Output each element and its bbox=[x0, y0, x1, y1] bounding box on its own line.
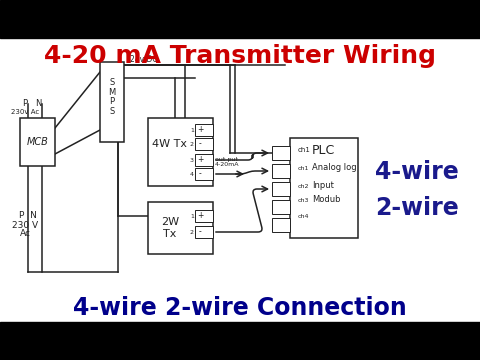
Bar bbox=[195, 210, 213, 222]
Text: P  N: P N bbox=[19, 211, 37, 220]
Text: 4: 4 bbox=[190, 171, 194, 176]
Text: 230 V: 230 V bbox=[12, 220, 38, 230]
Bar bbox=[195, 124, 213, 136]
Text: +: + bbox=[197, 156, 203, 165]
Bar bbox=[195, 138, 213, 150]
Text: S
M
P
S: S M P S bbox=[108, 78, 116, 116]
Text: 4-wire: 4-wire bbox=[375, 160, 459, 184]
Text: 3: 3 bbox=[190, 158, 194, 162]
Text: -: - bbox=[199, 139, 202, 148]
Text: 4-wire 2-wire Connection: 4-wire 2-wire Connection bbox=[73, 296, 407, 320]
Bar bbox=[272, 146, 290, 160]
Text: -: - bbox=[199, 228, 202, 237]
Text: 2-wire: 2-wire bbox=[375, 196, 459, 220]
Bar bbox=[272, 200, 290, 214]
Text: ch1: ch1 bbox=[298, 147, 311, 153]
Bar bbox=[195, 168, 213, 180]
Text: Modub: Modub bbox=[312, 195, 340, 204]
Bar bbox=[290, 138, 358, 238]
Text: 2: 2 bbox=[190, 141, 194, 147]
Bar bbox=[272, 182, 290, 196]
Text: 1: 1 bbox=[190, 213, 194, 219]
Text: PLC: PLC bbox=[312, 144, 335, 157]
Text: 230v Ac: 230v Ac bbox=[11, 109, 39, 115]
Text: N: N bbox=[35, 99, 41, 108]
Text: 1: 1 bbox=[190, 127, 194, 132]
Bar bbox=[195, 226, 213, 238]
Text: -: - bbox=[199, 170, 202, 179]
Bar bbox=[0, 322, 480, 360]
Text: 24v DC: 24v DC bbox=[130, 55, 158, 64]
Text: +: + bbox=[197, 211, 203, 220]
Text: Ac: Ac bbox=[20, 230, 31, 238]
Text: P: P bbox=[23, 99, 27, 108]
Bar bbox=[20, 118, 55, 166]
Text: ch1: ch1 bbox=[298, 166, 310, 171]
Text: 4W Tx: 4W Tx bbox=[153, 139, 188, 149]
Bar bbox=[0, 38, 480, 322]
Text: 2: 2 bbox=[190, 230, 194, 234]
Text: ch3: ch3 bbox=[298, 198, 310, 202]
Bar bbox=[272, 164, 290, 178]
Text: MCB: MCB bbox=[26, 137, 48, 147]
Bar bbox=[148, 202, 213, 254]
Bar bbox=[272, 218, 290, 232]
Bar bbox=[0, 0, 480, 38]
Bar bbox=[195, 154, 213, 166]
Bar bbox=[148, 118, 213, 186]
Text: Analog log: Analog log bbox=[312, 163, 357, 172]
Text: ch4: ch4 bbox=[298, 213, 310, 219]
Text: 2W
Tx: 2W Tx bbox=[161, 217, 179, 239]
Bar bbox=[100, 62, 124, 142]
Text: out put
4-20mA: out put 4-20mA bbox=[215, 157, 240, 167]
Text: Input: Input bbox=[312, 181, 334, 190]
Text: +: + bbox=[197, 126, 203, 135]
Text: 4-20 mA Transmitter Wiring: 4-20 mA Transmitter Wiring bbox=[44, 44, 436, 68]
Text: ch2: ch2 bbox=[298, 184, 310, 189]
